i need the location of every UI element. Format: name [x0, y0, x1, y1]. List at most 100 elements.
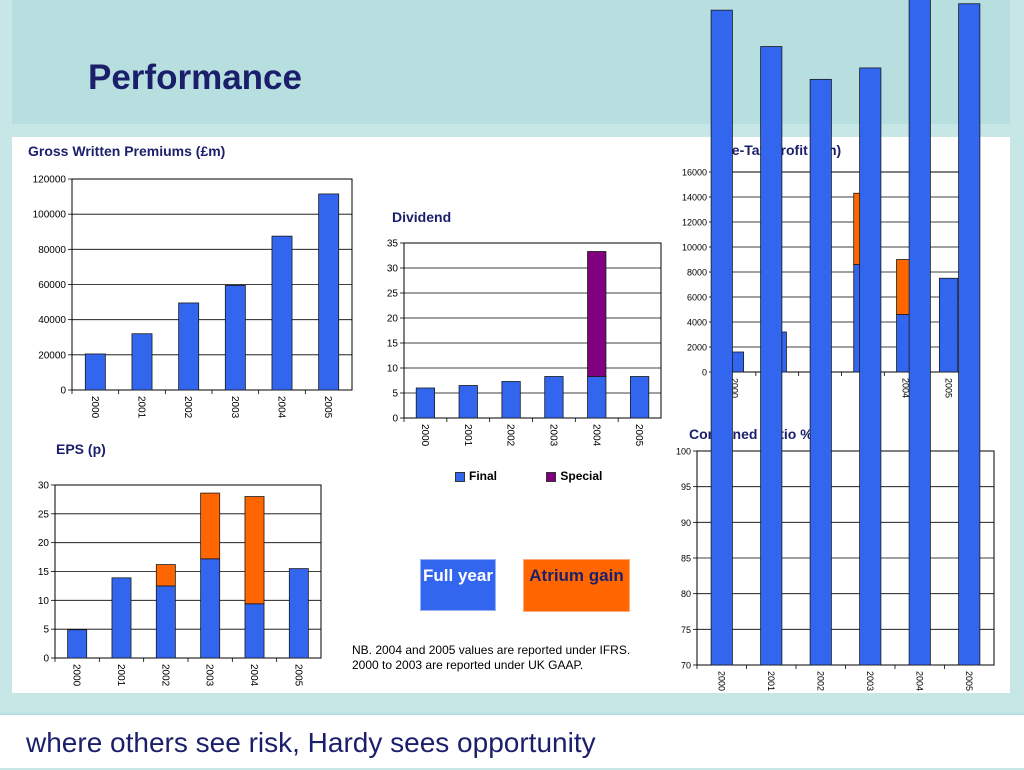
pretax-ytick-label: 8000: [687, 268, 707, 278]
dividend-xtick-label: 2003: [547, 424, 558, 447]
pretax-ytick-label: 16000: [682, 168, 707, 178]
gwp-xtick-label: 2003: [229, 396, 240, 419]
dividend-chart-title: Dividend: [392, 209, 452, 225]
gwp-ytick-label: 0: [60, 386, 66, 397]
combined-xtick-label: 2000: [717, 671, 727, 691]
eps-ytick-label: 10: [38, 596, 50, 607]
gwp-ytick-label: 80000: [38, 245, 66, 256]
gwp-bar-2004-s0: [271, 235, 293, 391]
dividend-xtick-label: 2004: [590, 424, 601, 447]
combined-bar-2000-s0: [710, 9, 733, 666]
eps-bar-2001-s0: [111, 577, 132, 659]
note-line-2: 2000 to 2003 are reported under UK GAAP.: [352, 658, 584, 672]
footer-bar: [12, 715, 1010, 768]
footer-band: [0, 715, 1024, 768]
eps-xtick-label: 2001: [115, 664, 126, 687]
legend-item-special: Special: [546, 469, 602, 483]
eps-bar-2002-s1: [155, 564, 176, 587]
eps-bar-2004-s0: [244, 603, 265, 659]
gwp-xtick-label: 2000: [89, 396, 100, 419]
full-year-box: Full year: [420, 559, 496, 611]
gwp-xtick-label: 2002: [182, 396, 193, 419]
eps-xtick-label: 2004: [248, 664, 259, 687]
eps-xtick-label: 2003: [204, 664, 215, 687]
combined-bar-2005-s0: [958, 3, 981, 666]
dividend-ytick-label: 30: [387, 264, 399, 275]
gwp-xtick-label: 2005: [322, 396, 333, 419]
tagline: where others see risk, Hardy sees opport…: [26, 727, 596, 758]
eps-bar-2003-s0: [200, 558, 221, 659]
gwp-xtick-label: 2004: [276, 396, 287, 419]
header-band: [12, 0, 1010, 124]
reporting-note: NB. 2004 and 2005 values are reported un…: [352, 643, 652, 673]
gwp-bar-2002-s0: [178, 302, 200, 391]
combined-ytick-label: 90: [681, 518, 691, 528]
pretax-ytick-label: 4000: [687, 318, 707, 328]
pretax-xtick-label: 2000: [729, 378, 739, 398]
pretax-bar-2005-s0: [938, 277, 959, 373]
legend-swatch-special: [546, 471, 557, 482]
pretax-xtick-label: 2004: [901, 378, 911, 398]
pretax-xtick-label: 2005: [943, 378, 953, 398]
legend-item-final: Final: [455, 469, 497, 483]
gwp-bar-2003-s0: [224, 284, 246, 391]
combined-ytick-label: 95: [681, 482, 691, 492]
eps-xtick-label: 2000: [71, 664, 82, 687]
dividend-frame: [403, 242, 662, 419]
pretax-ytick-label: 0: [702, 368, 707, 378]
dividend-xtick-label: 2005: [633, 424, 644, 447]
eps-xtick-label: 2002: [159, 664, 170, 687]
legend-swatch-final: [455, 471, 465, 482]
pretax-ytick-label: 2000: [687, 343, 707, 353]
gwp-ytick-label: 20000: [38, 350, 66, 361]
combined-xtick-label: 2004: [915, 671, 925, 691]
dividend-ytick-label: 20: [387, 314, 399, 325]
gwp-bar-2005-s0: [318, 193, 340, 391]
legend-label-special: Special: [560, 469, 603, 483]
eps-ytick-label: 20: [38, 538, 50, 549]
dividend-bar-2004-s0: [587, 376, 607, 419]
combined-ytick-label: 85: [681, 554, 691, 564]
footer-accent: [0, 713, 1024, 716]
eps-ytick-label: 5: [43, 625, 49, 636]
dividend-bar-2001-s0: [458, 385, 478, 419]
eps-ytick-label: 25: [38, 509, 50, 520]
eps-bar-2002-s0: [155, 585, 176, 659]
eps-plot: 0 5 10 15 20 25 30 2000 2001 2002 2003 2004 2005: [38, 481, 322, 687]
dividend-ytick-label: 5: [392, 389, 398, 400]
gwp-bar-2000-s0: [84, 353, 106, 391]
eps-ytick-label: 15: [38, 567, 50, 578]
combined-xtick-label: 2005: [964, 671, 974, 691]
combined-ytick-label: 75: [681, 625, 691, 635]
gwp-plot: 0 20000 40000 60000 80000 100000 120000 2000 200…: [33, 175, 353, 419]
dividend-xtick-label: 2002: [505, 424, 516, 447]
slide-title: Performance: [88, 58, 302, 97]
dividend-ytick-label: 35: [387, 239, 399, 250]
combined-ytick-label: 70: [681, 661, 691, 671]
combined-bar-2002-s0: [809, 78, 832, 666]
gwp-xtick-label: 2001: [136, 396, 147, 419]
pretax-ytick-label: 12000: [682, 218, 707, 228]
combined-ytick-label: 100: [676, 447, 691, 457]
combined-xtick-label: 2001: [766, 671, 776, 691]
combined-ytick-label: 80: [681, 589, 691, 599]
eps-bar-2003-s1: [200, 492, 221, 560]
full-year-label: Full year: [423, 566, 493, 585]
eps-ytick-label: 0: [43, 654, 49, 665]
eps-chart-title: EPS (p): [56, 441, 106, 457]
dividend-bar-2004-s1: [587, 251, 607, 377]
dividend-legend: Final Special: [455, 469, 602, 483]
combined-plot: 70 75 80 85 90 95 100 2000 2001 2002 2003 2004 2005: [676, 0, 995, 691]
atrium-gain-label: Atrium gain: [529, 566, 624, 585]
combined-bar-2001-s0: [760, 46, 783, 666]
dividend-bar-2002-s0: [501, 381, 521, 419]
dividend-plot: 0 5 10 15 20 25 30 35 2000 2001 2002 2003 2004 2005: [387, 239, 662, 447]
combined-xtick-label: 2002: [816, 671, 826, 691]
dividend-bar-2000-s0: [415, 387, 436, 419]
dividend-ytick-label: 15: [387, 339, 399, 350]
eps-xtick-label: 2005: [292, 664, 303, 687]
note-line-1: NB. 2004 and 2005 values are reported un…: [352, 643, 631, 657]
gwp-chart-title: Gross Written Premiums (£m): [28, 143, 226, 159]
eps-bar-2005-s0: [288, 568, 309, 659]
